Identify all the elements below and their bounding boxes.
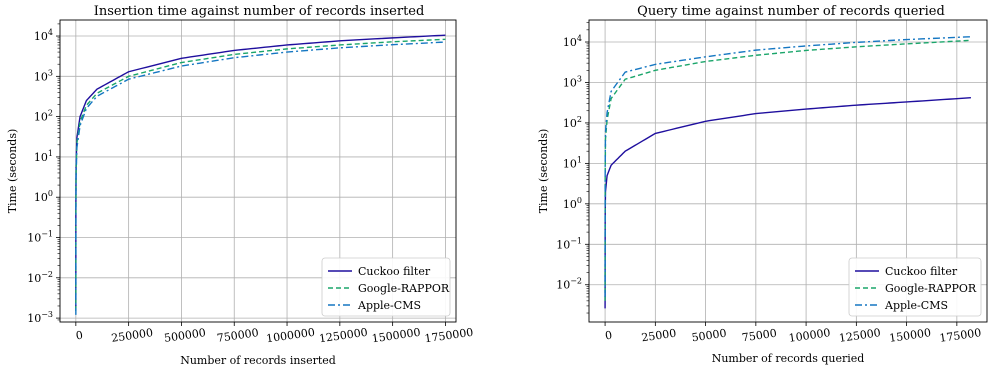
y-tick-label: 10−1 — [556, 236, 582, 251]
axes-frame — [588, 19, 988, 323]
insertion-time-chart: 0 250000 500000 750000 1000000 1250000 1500000… — [6, 4, 474, 367]
y-tick-base: 10 — [556, 279, 570, 292]
y-tick-exponent: 0 — [577, 196, 582, 205]
legend-box — [321, 257, 451, 317]
y-tick-base: 10 — [27, 272, 41, 285]
legend: Cuckoo filter Google-RAPPOR Apple-CMS — [848, 257, 982, 317]
series-line-apple-cms — [75, 41, 446, 315]
x-tick-label: 1250000 — [318, 326, 368, 346]
chart-title: Query time against number of records que… — [637, 4, 945, 19]
x-tick-label: 1750000 — [424, 326, 474, 346]
y-tick-label: 103 — [34, 68, 53, 83]
series-line-google-rappor — [75, 38, 446, 311]
y-tick-label: 100 — [563, 196, 582, 211]
x-tick-label: 250000 — [110, 326, 153, 345]
y-tick-base: 10 — [563, 36, 577, 49]
x-tick-label: 75000 — [741, 327, 777, 345]
legend-label: Google-RAPPOR — [885, 282, 977, 295]
y-axis-label: Time (seconds) — [6, 129, 19, 214]
y-tick-exponent: 0 — [48, 189, 53, 198]
y-tick-base: 10 — [27, 232, 41, 245]
y-tick-label: 101 — [34, 149, 53, 164]
y-tick-base: 10 — [34, 151, 48, 164]
y-tick-label: 10−3 — [27, 310, 53, 325]
y-tick-label: 10−2 — [556, 277, 582, 292]
legend-label: Cuckoo filter — [358, 265, 431, 278]
x-tick-label: 125000 — [838, 326, 881, 345]
y-tick-base: 10 — [563, 76, 577, 89]
y-tick-label: 10−1 — [27, 230, 53, 245]
x-tick-label: 100000 — [788, 326, 831, 345]
series-line-apple-cms — [604, 36, 971, 297]
y-tick-base: 10 — [556, 238, 570, 251]
x-tick-label: 1500000 — [371, 326, 421, 346]
y-axis-label: Time (seconds) — [537, 129, 550, 214]
x-tick-label: 50000 — [691, 327, 727, 345]
y-tick-base: 10 — [34, 70, 48, 83]
x-tick-label: 0 — [75, 329, 84, 343]
legend-box — [848, 257, 982, 317]
y-tick-exponent: 3 — [48, 68, 53, 77]
x-tick-label: 175000 — [939, 326, 982, 345]
y-tick-base: 10 — [34, 30, 48, 43]
chart-title: Insertion time against number of records… — [94, 4, 425, 19]
x-axis-label: Number of records queried — [712, 352, 865, 365]
x-tick-label: 1000000 — [265, 326, 315, 346]
y-tick-exponent: 1 — [48, 149, 53, 158]
y-tick-base: 10 — [563, 198, 577, 211]
y-tick-base: 10 — [34, 191, 48, 204]
x-tick-label: 500000 — [163, 326, 206, 345]
axes-frame — [59, 19, 457, 323]
y-tick-label: 10−2 — [27, 270, 53, 285]
y-tick-base: 10 — [563, 117, 577, 130]
y-tick-label: 102 — [34, 109, 53, 124]
legend-label: Google-RAPPOR — [358, 282, 450, 295]
y-tick-label: 100 — [34, 189, 53, 204]
y-tick-base: 10 — [34, 111, 48, 124]
query-time-chart: 0 25000 50000 75000 100000 125000 150000 175000… — [537, 4, 988, 365]
x-tick-label: 0 — [604, 329, 613, 343]
x-axis-label: Number of records inserted — [180, 354, 336, 367]
y-tick-exponent: 4 — [48, 28, 53, 37]
y-tick-exponent: −2 — [41, 270, 53, 279]
y-tick-exponent: −1 — [570, 236, 582, 245]
y-tick-label: 102 — [563, 115, 582, 130]
x-tick-label: 750000 — [216, 326, 259, 345]
y-tick-exponent: −3 — [41, 310, 53, 319]
y-tick-exponent: 2 — [48, 109, 53, 118]
series-line-google-rappor — [604, 39, 971, 301]
y-tick-label: 103 — [563, 74, 582, 89]
y-tick-label: 104 — [34, 28, 53, 43]
legend-label: Apple-CMS — [357, 299, 421, 312]
x-tick-label: 25000 — [641, 327, 677, 345]
y-tick-exponent: −2 — [570, 277, 582, 286]
y-tick-exponent: 1 — [577, 155, 582, 164]
legend: Cuckoo filter Google-RAPPOR Apple-CMS — [321, 257, 451, 317]
y-tick-label: 101 — [563, 155, 582, 170]
y-tick-exponent: −1 — [41, 230, 53, 239]
y-tick-label: 104 — [563, 34, 582, 49]
y-tick-exponent: 3 — [577, 74, 582, 83]
y-tick-base: 10 — [27, 312, 41, 325]
y-tick-base: 10 — [563, 157, 577, 170]
legend-label: Apple-CMS — [884, 299, 948, 312]
y-tick-exponent: 2 — [577, 115, 582, 124]
legend-label: Cuckoo filter — [885, 265, 958, 278]
y-tick-exponent: 4 — [577, 34, 582, 43]
x-tick-label: 150000 — [888, 326, 931, 345]
